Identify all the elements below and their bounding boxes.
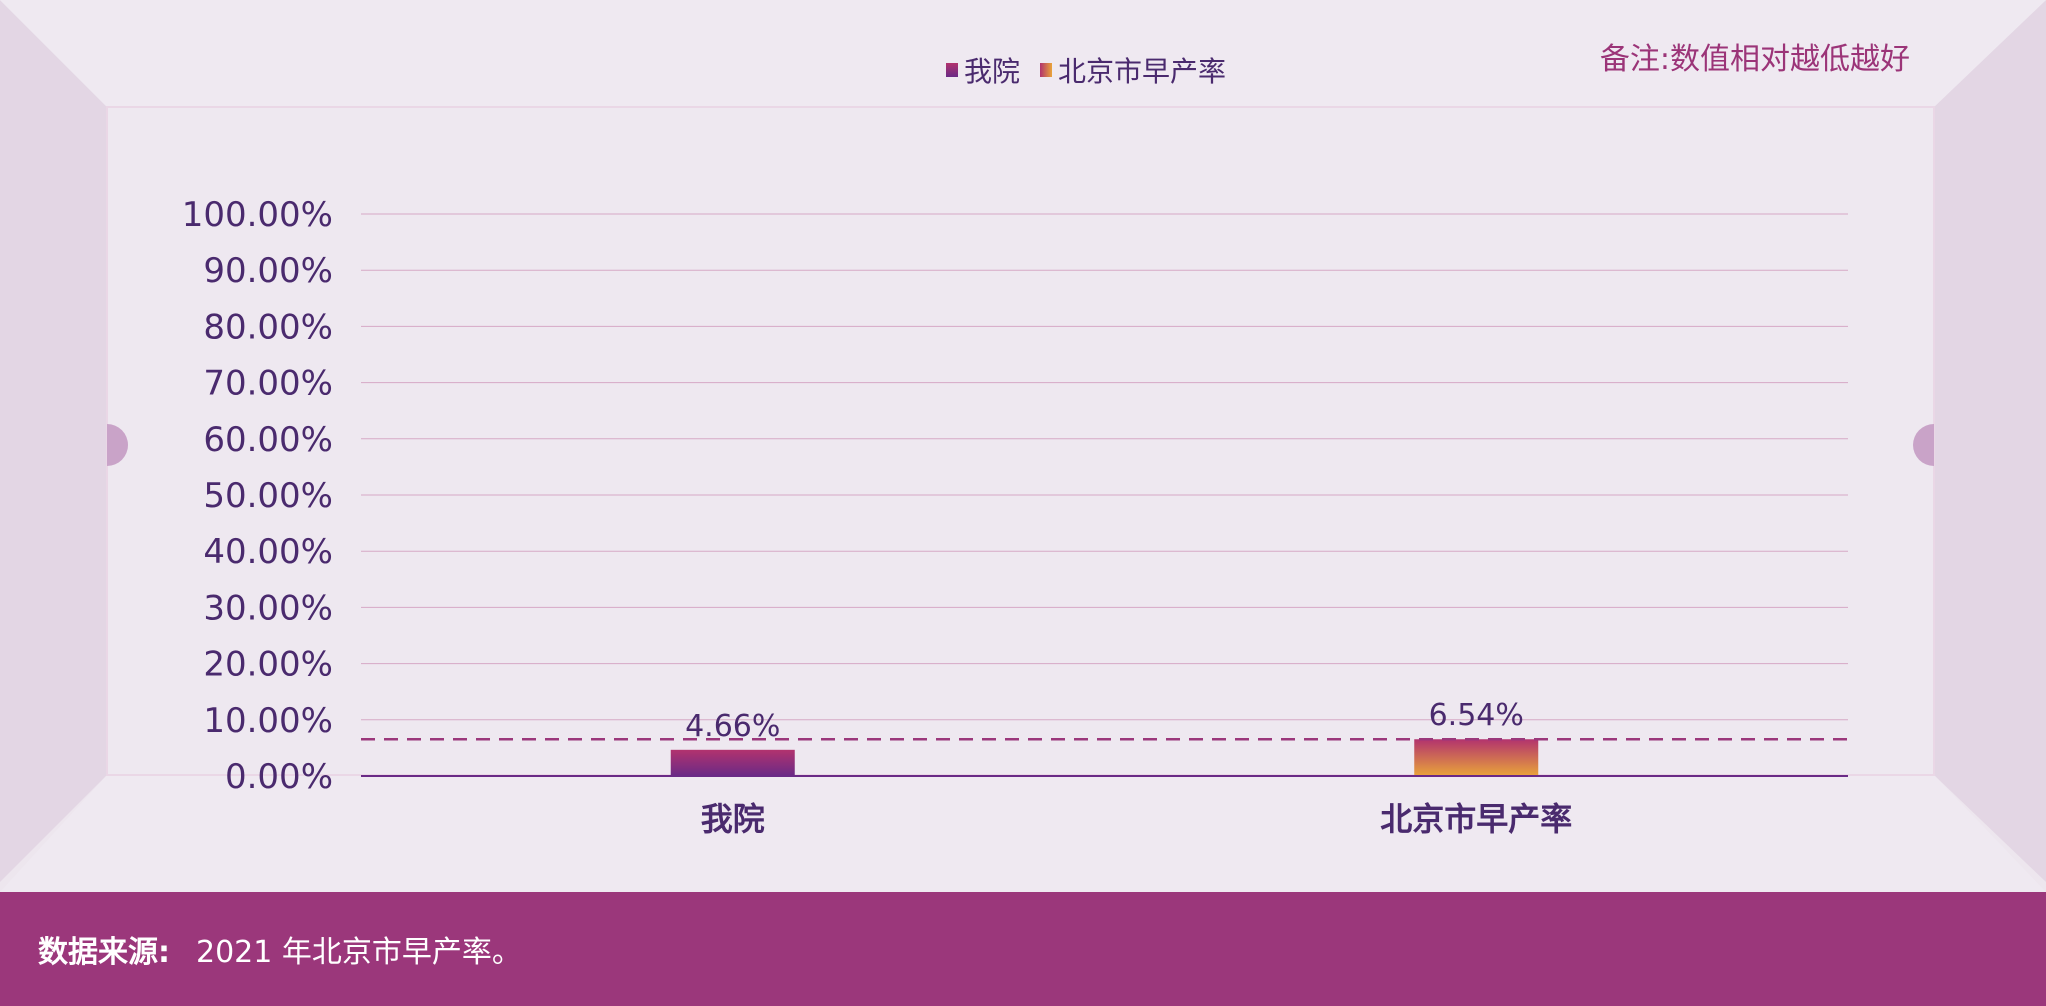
legend-label: 北京市早产率 [1058, 55, 1227, 88]
footer-bar: 数据来源: 2021 年北京市早产率。 [0, 892, 2046, 1006]
y-tick-label: 40.00% [203, 532, 333, 572]
y-tick-label: 10.00% [203, 701, 333, 741]
y-tick-label: 80.00% [203, 307, 333, 347]
legend-swatch-orange [1040, 63, 1053, 77]
right-wall [1934, 0, 2046, 882]
y-tick-label: 0.00% [225, 757, 333, 797]
chart-note: 备注:数值相对越低越好 [1599, 42, 1910, 77]
ceiling [0, 0, 2046, 107]
footer-label: 数据来源: [38, 935, 170, 970]
y-tick-label: 60.00% [203, 420, 333, 460]
x-tick-label: 北京市早产率 [1380, 800, 1572, 838]
bar [670, 749, 795, 776]
footer-text: 2021 年北京市早产率。 [196, 935, 522, 970]
chart-legend: 我院 北京市早产率 [946, 50, 1246, 90]
data-label: 6.54% [1429, 698, 1524, 733]
legend-item-hospital: 我院 [946, 50, 1020, 90]
left-wall [0, 0, 107, 882]
floor [0, 775, 2046, 892]
y-tick-label: 100.00% [182, 195, 333, 235]
legend-item-beijing: 北京市早产率 [1040, 50, 1226, 90]
y-tick-label: 50.00% [203, 476, 333, 516]
bar-chart: 0.00% 10.00% 20.00% 30.00% 40.00% 50.00% 60.00… [182, 195, 1848, 838]
y-tick-label: 30.00% [203, 588, 333, 628]
right-tab [1913, 424, 1934, 466]
legend-swatch-purple [946, 63, 958, 77]
y-tick-label: 90.00% [203, 251, 333, 291]
left-tab [107, 424, 128, 466]
data-label: 4.66% [685, 709, 780, 744]
y-tick-label: 70.00% [203, 364, 333, 404]
x-tick-label: 我院 [701, 800, 765, 838]
bar [1414, 739, 1539, 776]
legend-label: 我院 [964, 55, 1021, 88]
y-tick-label: 20.00% [203, 645, 333, 685]
